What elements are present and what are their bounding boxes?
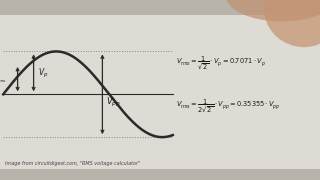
Ellipse shape [226,0,320,21]
FancyBboxPatch shape [0,15,320,169]
Ellipse shape [264,0,320,47]
Text: $V_p$: $V_p$ [38,67,49,80]
Text: $V_{rms} = \dfrac{1}{\sqrt{2}} \cdot V_p = 0.7071 \cdot V_p$: $V_{rms} = \dfrac{1}{\sqrt{2}} \cdot V_p… [176,55,266,72]
Text: $V_{pp}$: $V_{pp}$ [106,95,121,109]
Text: Image from circuitdigest.com, "RMS voltage calculator": Image from circuitdigest.com, "RMS volta… [5,161,140,166]
Text: $V_{rms}$: $V_{rms}$ [0,76,6,85]
Text: $V_{rms} = \dfrac{1}{2\sqrt{2}} \cdot V_{pp} = 0.35355 \cdot V_{pp}$: $V_{rms} = \dfrac{1}{2\sqrt{2}} \cdot V_… [176,98,281,115]
